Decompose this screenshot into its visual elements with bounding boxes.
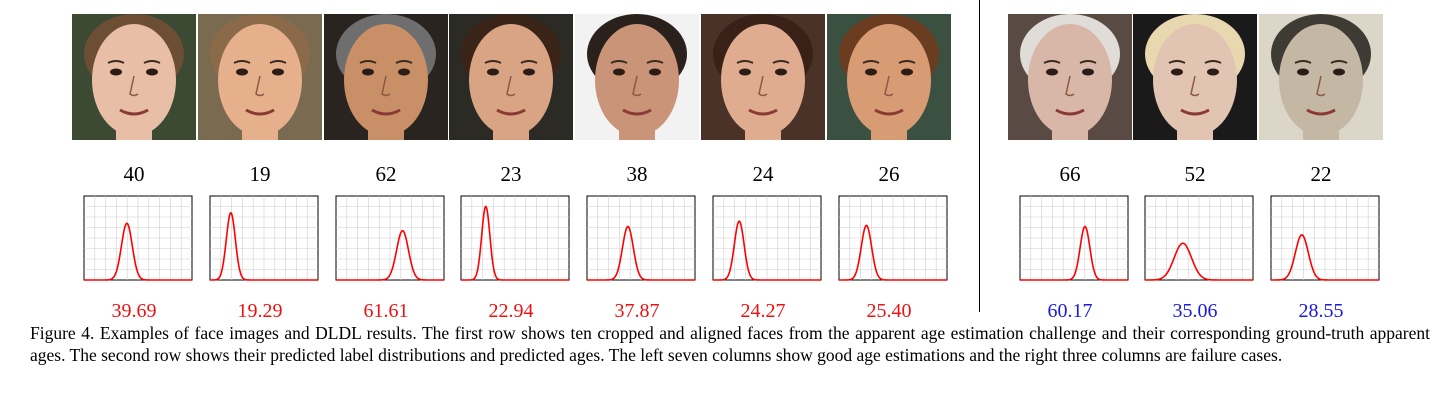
ground-truth-age: 62 <box>375 162 397 186</box>
ground-truth-age: 19 <box>249 162 271 186</box>
label-distribution-plot <box>335 195 445 281</box>
result-column: 40 39.69 <box>72 14 196 322</box>
face-image <box>72 14 196 140</box>
predicted-age: 24.27 <box>740 300 786 322</box>
result-column: 52 35.06 <box>1133 14 1257 322</box>
face-image <box>701 14 825 140</box>
distribution-curve <box>210 212 318 281</box>
ground-truth-age: 66 <box>1059 162 1081 186</box>
result-column: 62 61.61 <box>324 14 448 322</box>
label-distribution-plot <box>1144 195 1254 281</box>
predicted-age: 39.69 <box>111 300 157 322</box>
ground-truth-age: 52 <box>1184 162 1206 186</box>
ground-truth-age: 23 <box>500 162 522 186</box>
result-column: 26 25.40 <box>827 14 951 322</box>
ground-truth-age: 24 <box>752 162 774 186</box>
face-image <box>449 14 573 140</box>
label-distribution-plot <box>1270 195 1380 281</box>
label-distribution-plot <box>838 195 948 281</box>
predicted-age: 25.40 <box>866 300 912 322</box>
result-column: 66 60.17 <box>1008 14 1132 322</box>
face-image <box>575 14 699 140</box>
figure: 40 39.69 19 19.29 62 61.61 23 22.94 38 37.87 24 24.… <box>72 14 1383 322</box>
distribution-curve <box>461 205 569 281</box>
predicted-age: 61.61 <box>363 300 409 322</box>
face-image <box>1133 14 1257 140</box>
distribution-curve <box>1271 234 1379 281</box>
face-image <box>1008 14 1132 140</box>
face-image <box>1259 14 1383 140</box>
column-divider <box>979 0 980 312</box>
predicted-age: 60.17 <box>1047 300 1093 322</box>
predicted-age: 37.87 <box>614 300 660 322</box>
ground-truth-age: 40 <box>123 162 145 186</box>
predicted-age: 35.06 <box>1172 300 1218 322</box>
label-distribution-plot <box>586 195 696 281</box>
distribution-curve <box>713 220 821 281</box>
label-distribution-plot <box>83 195 193 281</box>
face-image <box>198 14 322 140</box>
distribution-curve <box>839 224 947 281</box>
distribution-curve <box>1020 225 1128 281</box>
distribution-curve <box>587 225 695 281</box>
distribution-curve <box>84 222 192 281</box>
result-column: 24 24.27 <box>701 14 825 322</box>
predicted-age: 19.29 <box>237 300 283 322</box>
face-image <box>324 14 448 140</box>
result-column: 19 19.29 <box>198 14 322 322</box>
label-distribution-plot <box>1019 195 1129 281</box>
distribution-curve <box>336 229 444 281</box>
label-distribution-plot <box>460 195 570 281</box>
label-distribution-plot <box>712 195 822 281</box>
label-distribution-plot <box>209 195 319 281</box>
ground-truth-age: 26 <box>878 162 900 186</box>
result-column: 38 37.87 <box>575 14 699 322</box>
predicted-age: 22.94 <box>488 300 534 322</box>
predicted-age: 28.55 <box>1298 300 1344 322</box>
result-column: 22 28.55 <box>1259 14 1383 322</box>
face-image <box>827 14 951 140</box>
ground-truth-age: 22 <box>1310 162 1332 186</box>
ground-truth-age: 38 <box>626 162 648 186</box>
figure-caption: Figure 4. Examples of face images and DL… <box>30 323 1430 365</box>
result-column: 23 22.94 <box>449 14 573 322</box>
distribution-curve <box>1145 242 1253 281</box>
